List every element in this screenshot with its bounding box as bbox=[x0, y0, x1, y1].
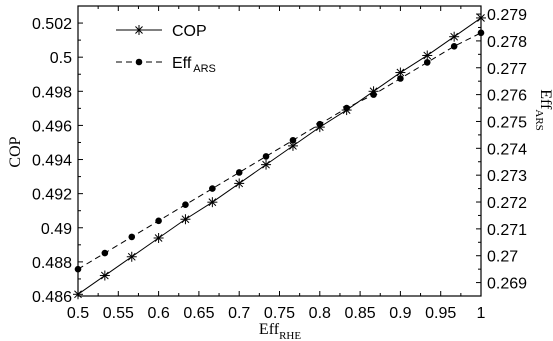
cop-point-stroke bbox=[208, 198, 217, 207]
cop-point-stroke bbox=[154, 234, 163, 242]
y-right-tick-label: 0.276 bbox=[487, 88, 527, 105]
cop-point bbox=[99, 270, 110, 281]
legend-eff-label-sub: ARS bbox=[193, 63, 216, 75]
x-tick-label: 0.5 bbox=[67, 305, 89, 322]
y-left-tick-label: 0.49 bbox=[41, 221, 72, 238]
cop-point bbox=[153, 233, 164, 243]
legend-eff-marker bbox=[135, 58, 143, 66]
eff-ars-point bbox=[397, 75, 404, 82]
x-tick-label: 0.55 bbox=[103, 305, 134, 322]
eff-ars-point bbox=[74, 265, 82, 273]
eff-ars-point bbox=[423, 59, 431, 66]
cop-point bbox=[449, 31, 460, 42]
y-left-tick-label: 0.488 bbox=[32, 255, 72, 272]
cop-point-stroke bbox=[235, 179, 244, 188]
cop-point bbox=[207, 197, 218, 208]
x-tick-label: 0.9 bbox=[389, 305, 411, 322]
eff-ars-point bbox=[289, 136, 297, 144]
cop-point-stroke bbox=[262, 160, 270, 169]
cop-point-stroke bbox=[450, 32, 459, 41]
x-tick-labels: 0.5 0.55 0.6 0.65 0.7 0.75 0.8 0.85 0.9 0.95 1 bbox=[67, 305, 486, 322]
y-right-tick-label: 0.278 bbox=[487, 34, 527, 51]
cop-point bbox=[261, 159, 272, 170]
eff-ars-point bbox=[155, 217, 162, 225]
eff-ars-point bbox=[235, 169, 243, 176]
x-tick-label: 0.7 bbox=[228, 305, 250, 322]
y-right-tick-label: 0.277 bbox=[487, 61, 527, 78]
legend-asterisk-stroke bbox=[135, 26, 143, 34]
x-tick-label: 0.65 bbox=[183, 305, 214, 322]
x-axis-title-main: Eff bbox=[259, 321, 280, 338]
y-left-tick-label: 0.494 bbox=[32, 153, 72, 170]
series-line-cop bbox=[77, 17, 482, 295]
y-right-tick-labels: 0.269 0.27 0.271 0.272 0.273 0.274 0.275 0.276 0… bbox=[487, 7, 527, 293]
y-left-tick-label: 0.502 bbox=[32, 16, 72, 33]
cop-point-stroke bbox=[289, 141, 297, 150]
y-left-tick-label: 0.486 bbox=[32, 289, 72, 306]
eff-ars-point bbox=[343, 104, 350, 112]
cop-point bbox=[180, 214, 191, 225]
cop-point bbox=[73, 289, 83, 300]
y-right-axis-title-main: Eff bbox=[537, 89, 553, 110]
y-left-tick-label: 0.498 bbox=[32, 84, 72, 101]
y-right-tick-label: 0.274 bbox=[487, 141, 527, 158]
legend-cop-label: COP bbox=[172, 23, 207, 40]
eff-ars-point bbox=[450, 42, 458, 50]
y-right-tick-label: 0.27 bbox=[487, 249, 518, 266]
eff-ars-point bbox=[101, 249, 109, 257]
eff-ars-point bbox=[370, 91, 377, 98]
series-layer bbox=[73, 12, 486, 300]
cop-point bbox=[476, 12, 486, 23]
cop-point bbox=[287, 140, 298, 151]
y-left-axis-title: COP bbox=[7, 136, 24, 167]
y-right-tick-label: 0.275 bbox=[487, 114, 527, 131]
y-left-tick-label: 0.5 bbox=[50, 50, 72, 67]
cop-point-stroke bbox=[127, 252, 136, 261]
y-right-axis-title: EffARS bbox=[533, 89, 553, 131]
cop-point-stroke bbox=[74, 290, 82, 299]
legend-eff-label-main: Eff bbox=[172, 55, 192, 72]
x-tick-label: 0.85 bbox=[345, 305, 376, 322]
cop-point-stroke bbox=[477, 14, 485, 22]
legend-cop-marker bbox=[134, 25, 144, 35]
y-right-tick-label: 0.269 bbox=[487, 276, 527, 293]
x-tick-label: 0.75 bbox=[264, 305, 295, 322]
x-tick-label: 0.8 bbox=[309, 305, 331, 322]
eff-ars-point bbox=[128, 233, 136, 241]
cop-point-stroke bbox=[423, 51, 432, 60]
cop-point-stroke bbox=[100, 271, 109, 280]
cop-point bbox=[126, 251, 137, 262]
y-right-tick-label: 0.279 bbox=[487, 7, 527, 24]
series-line-eff-ars bbox=[77, 32, 482, 270]
legend-eff-label: Eff ARS bbox=[172, 55, 216, 75]
eff-ars-point bbox=[182, 201, 189, 209]
y-right-tick-label: 0.273 bbox=[487, 168, 527, 185]
eff-ars-point bbox=[316, 120, 324, 128]
eff-ars-point bbox=[477, 29, 485, 37]
eff-ars-point bbox=[209, 185, 216, 192]
axis-ticks bbox=[77, 6, 482, 297]
y-left-tick-label: 0.492 bbox=[32, 187, 72, 204]
cop-point-stroke bbox=[181, 215, 190, 224]
y-left-tick-label: 0.496 bbox=[32, 118, 72, 135]
legend-asterisk bbox=[134, 25, 144, 35]
y-right-tick-label: 0.271 bbox=[487, 222, 527, 239]
legend: COP Eff ARS bbox=[116, 23, 216, 75]
cop-point bbox=[234, 178, 245, 189]
y-left-tick-labels: 0.486 0.488 0.49 0.492 0.494 0.496 0.498 0.5 0.5… bbox=[32, 16, 72, 306]
x-tick-label: 0.95 bbox=[425, 305, 456, 322]
eff-ars-point bbox=[262, 153, 270, 160]
x-tick-label: 1 bbox=[477, 305, 486, 322]
y-right-axis-title-sub: ARS bbox=[533, 109, 545, 130]
cop-point bbox=[422, 50, 433, 61]
y-right-tick-label: 0.272 bbox=[487, 195, 527, 212]
x-axis-title-sub: RHE bbox=[279, 330, 301, 341]
x-axis-title: EffRHE bbox=[259, 321, 301, 341]
cop-point-stroke bbox=[396, 68, 405, 77]
x-tick-label: 0.6 bbox=[147, 305, 169, 322]
